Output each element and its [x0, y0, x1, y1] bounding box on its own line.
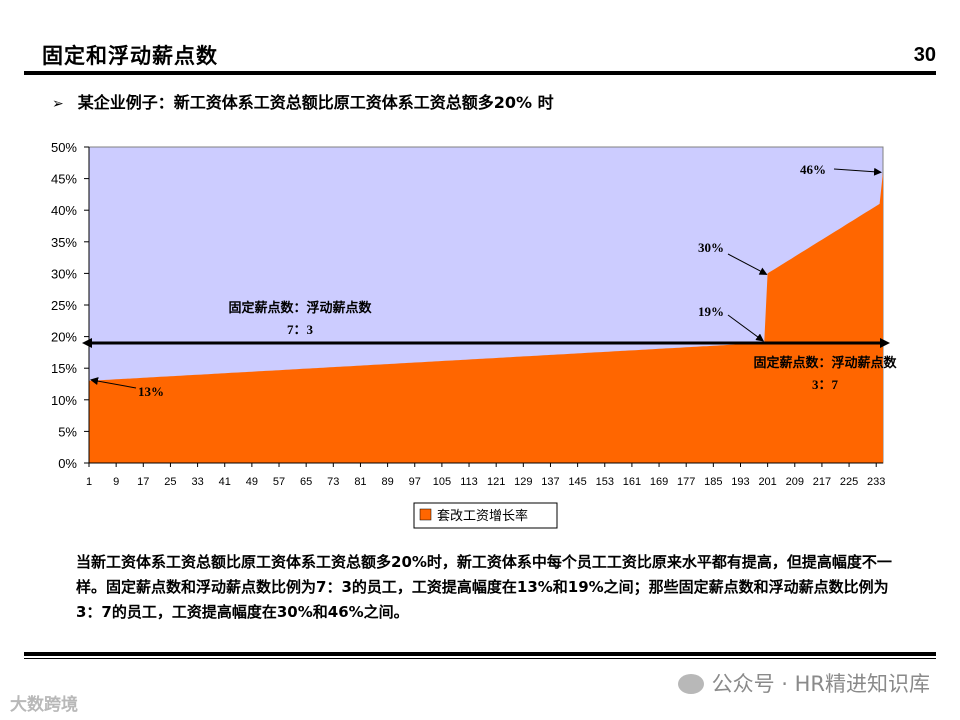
x-tick-label: 137 — [541, 476, 559, 488]
footer-rule-thin — [24, 658, 936, 659]
x-tick-label: 89 — [381, 476, 393, 488]
x-tick-label: 81 — [354, 476, 366, 488]
y-tick-label: 40% — [51, 203, 77, 218]
slide-title: 固定和浮动薪点数 — [42, 44, 218, 68]
annotation-30-pointer — [727, 253, 768, 275]
x-tick-label: 225 — [840, 476, 858, 488]
x-tick-label: 129 — [514, 476, 532, 488]
growth-rate-chart: 0% 5% 10% 15% 20% 25% 30% 35% 40% 45% 50% 1 9 17 25 33… — [51, 140, 897, 529]
y-tick-label: 50% — [51, 140, 77, 155]
x-tick-label: 25 — [164, 476, 176, 488]
title-rule — [24, 71, 936, 75]
series-area-growth-rate — [89, 172, 883, 464]
x-tick-label: 73 — [327, 476, 339, 488]
x-tick-label: 177 — [677, 476, 695, 488]
corner-logo-text: 大数跨境 — [10, 695, 78, 715]
x-tick-label: 217 — [813, 476, 831, 488]
x-tick-label: 57 — [273, 476, 285, 488]
x-tick-label: 153 — [596, 476, 614, 488]
summary-paragraph: 当新工资体系工资总额比原工资体系工资总额多20%时，新工资体系中每个员工工资比原… — [76, 553, 892, 621]
x-tick-label: 193 — [731, 476, 749, 488]
watermark: 公众号 · HR精进知识库 — [677, 668, 930, 698]
y-tick-label: 45% — [51, 172, 77, 187]
x-tick-label: 161 — [623, 476, 641, 488]
x-tick-label: 209 — [786, 476, 804, 488]
x-tick-label: 145 — [568, 476, 586, 488]
watermark-text: 公众号 · HR精进知识库 — [711, 672, 930, 696]
y-tick-label: 0% — [58, 456, 77, 471]
annotation-19-pointer — [727, 314, 765, 342]
left-ratio-value: 7：3 — [287, 322, 314, 337]
x-tick-label: 169 — [650, 476, 668, 488]
x-tick-label: 105 — [433, 476, 451, 488]
x-tick-label: 65 — [300, 476, 312, 488]
y-tick-label: 20% — [51, 330, 77, 345]
bullet-line: ➢ 某企业例子：新工资体系工资总额比原工资体系工资总额多20% 时 — [52, 89, 554, 113]
y-tick-label: 10% — [51, 393, 77, 408]
annotation-46: 46% — [800, 162, 826, 177]
x-tick-label: 185 — [704, 476, 722, 488]
x-tick-label: 201 — [758, 476, 776, 488]
x-tick-label: 233 — [867, 476, 885, 488]
page-number: 30 — [913, 44, 936, 66]
x-tick-label: 97 — [409, 476, 421, 488]
legend-label: 套改工资增长率 — [437, 508, 528, 524]
arrowhead-bullet-icon: ➢ — [52, 96, 64, 112]
legend-swatch — [419, 508, 432, 521]
right-ratio-value: 3：7 — [812, 377, 839, 392]
x-tick-label: 1 — [86, 476, 92, 488]
y-tick-label: 15% — [51, 361, 77, 376]
y-tick-label: 35% — [51, 235, 77, 250]
footer-rule-thick — [24, 652, 936, 656]
right-ratio-label: 固定薪点数：浮动薪点数 — [753, 355, 897, 371]
wechat-icon — [677, 674, 704, 694]
x-tick-label: 33 — [191, 476, 203, 488]
y-tick-label: 5% — [58, 424, 77, 439]
annotation-30: 30% — [698, 240, 724, 255]
annotation-13: 13% — [138, 384, 164, 399]
x-tick-label: 41 — [219, 476, 231, 488]
annotation-46-pointer — [833, 167, 882, 176]
y-tick-label: 30% — [51, 266, 77, 281]
legend-box — [413, 502, 558, 529]
y-tick-label: 25% — [51, 298, 77, 313]
bullet-text: 某企业例子：新工资体系工资总额比原工资体系工资总额多20% 时 — [77, 93, 554, 112]
annotation-13-pointer — [90, 377, 137, 389]
corner-logo: 大数跨境 — [10, 690, 78, 715]
x-tick-label: 17 — [137, 476, 149, 488]
x-tick-label: 121 — [487, 476, 505, 488]
annotation-19: 19% — [698, 304, 724, 319]
left-ratio-label: 固定薪点数：浮动薪点数 — [228, 300, 372, 316]
x-tick-label: 9 — [113, 476, 119, 488]
x-tick-label: 113 — [460, 476, 478, 488]
x-tick-label: 49 — [246, 476, 258, 488]
